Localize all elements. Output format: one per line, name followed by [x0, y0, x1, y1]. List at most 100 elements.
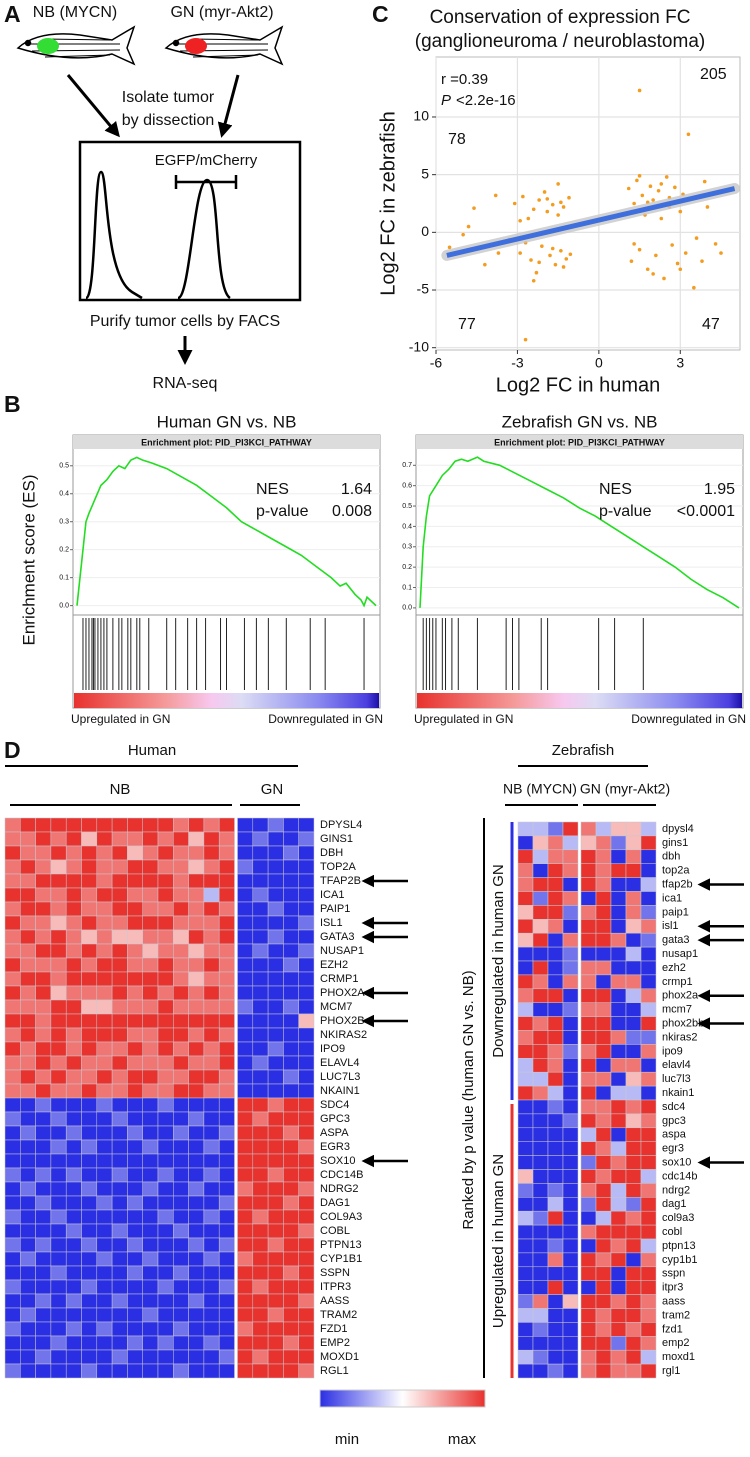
heatmap-cell	[625, 1336, 642, 1351]
heatmap-cell	[610, 1141, 627, 1156]
heatmap-cell	[4, 1013, 21, 1029]
heatmap-cell	[562, 974, 579, 990]
heatmap-cell	[203, 1293, 220, 1309]
heatmap-cell	[96, 1041, 113, 1057]
heatmap-cell	[50, 985, 67, 1001]
y-tick-label: 10	[413, 108, 429, 124]
heatmap-cell	[111, 1027, 128, 1043]
heatmap-cell	[111, 1209, 128, 1225]
gene-label: egr3	[662, 1143, 684, 1155]
heatmap-cell	[252, 1055, 269, 1071]
heatmap-cell	[157, 1153, 174, 1169]
heatmap-cell	[157, 1181, 174, 1197]
heatmap-cell	[640, 988, 657, 1003]
point	[678, 209, 683, 214]
heatmap-cell	[127, 1013, 143, 1029]
heatmap-cell	[267, 1069, 284, 1085]
heatmap-cell	[188, 1293, 205, 1309]
heatmap-cell	[625, 988, 642, 1003]
point	[705, 205, 710, 209]
heatmap-cell	[283, 1321, 299, 1337]
heatmap-cell	[517, 919, 534, 934]
heatmap-cell	[65, 873, 82, 889]
heatmap-cell	[610, 1183, 627, 1198]
heatmap-cell	[517, 988, 534, 1003]
color-scale	[319, 1389, 486, 1408]
heatmap-cell	[20, 1293, 36, 1309]
heatmap-cell	[562, 1224, 579, 1240]
heatmap-cell	[625, 835, 642, 851]
heatmap-cell	[252, 887, 269, 903]
gene-label: ICA1	[320, 889, 344, 901]
scale-label: max	[448, 1431, 477, 1448]
heatmap-cell	[127, 817, 143, 833]
es-curve	[419, 456, 740, 609]
gene-label: paip1	[662, 906, 689, 918]
heatmap-cell	[517, 1197, 534, 1212]
heatmap-cell	[188, 957, 205, 973]
heatmap-cell	[4, 1083, 21, 1099]
heatmap-cell	[4, 999, 21, 1015]
heatmap-cell	[267, 887, 284, 903]
heatmap-cell	[218, 859, 235, 875]
heatmap-cell	[562, 1308, 579, 1323]
heatmap-cell	[81, 1363, 98, 1379]
heatmap-cell	[517, 877, 534, 892]
heatmap-cell	[610, 1044, 627, 1059]
label: EGFP/mCherry	[155, 152, 258, 169]
heatmap-cell	[188, 1167, 205, 1183]
heatmap-cell	[580, 946, 597, 962]
heatmap-cell	[4, 1027, 21, 1043]
heatmap-cell	[610, 1113, 627, 1129]
heatmap-cell	[203, 1111, 220, 1127]
heatmap-cell	[127, 873, 143, 889]
heatmap-cell	[65, 1349, 82, 1365]
heatmap-cell	[65, 971, 82, 987]
heatmap-cell	[252, 1363, 269, 1379]
heatmap-cell	[283, 1181, 299, 1197]
heatmap-cell	[173, 1013, 189, 1029]
heatmap-cell	[517, 905, 534, 920]
heatmap-cell	[283, 817, 299, 833]
heatmap-cell	[625, 1363, 642, 1379]
heatmap-cell	[173, 1181, 189, 1197]
heatmap-cell	[267, 1083, 284, 1099]
heatmap-cell	[252, 1139, 269, 1155]
heatmap-cell	[65, 831, 82, 847]
heatmap-cell	[595, 1085, 612, 1101]
heatmap-cell	[188, 1139, 205, 1155]
heatmap-cell	[562, 863, 579, 878]
heatmap-cell	[237, 1125, 254, 1141]
heatmap-cell	[562, 1002, 579, 1017]
heatmap-cell	[595, 1169, 612, 1184]
heatmap-cell	[35, 1251, 52, 1267]
point	[559, 248, 563, 253]
heatmap-cell	[517, 1294, 534, 1309]
heatmap-cell	[96, 1013, 113, 1029]
heatmap-cell	[237, 873, 254, 889]
heatmap-cell	[203, 1279, 220, 1295]
gene-label: DAG1	[320, 1197, 350, 1209]
heatmap-cell	[142, 1153, 159, 1169]
point	[719, 251, 723, 255]
heatmap-cell	[111, 831, 128, 847]
heatmap-cell	[173, 985, 189, 1001]
heatmap-cell	[640, 1183, 657, 1198]
heatmap-cell	[547, 1349, 564, 1365]
heatmap-cell	[562, 988, 579, 1003]
heatmap-cell	[547, 1197, 564, 1212]
heatmap-cell	[625, 1308, 642, 1323]
heatmap-cell	[580, 988, 597, 1003]
heatmap-cell	[142, 957, 159, 973]
x-axis-label: Log2 FC in human	[496, 374, 661, 396]
gene-label: gins1	[662, 837, 688, 849]
heatmap-cell	[610, 1349, 627, 1365]
point	[518, 219, 522, 223]
heatmap-cell	[532, 1002, 549, 1017]
heatmap-cell	[532, 1169, 549, 1184]
heatmap-cell	[111, 887, 128, 903]
heatmap-cell	[203, 845, 220, 861]
heatmap-cell	[562, 877, 579, 892]
heatmap-cell	[610, 1308, 627, 1323]
heatmap-cell	[81, 1027, 98, 1043]
